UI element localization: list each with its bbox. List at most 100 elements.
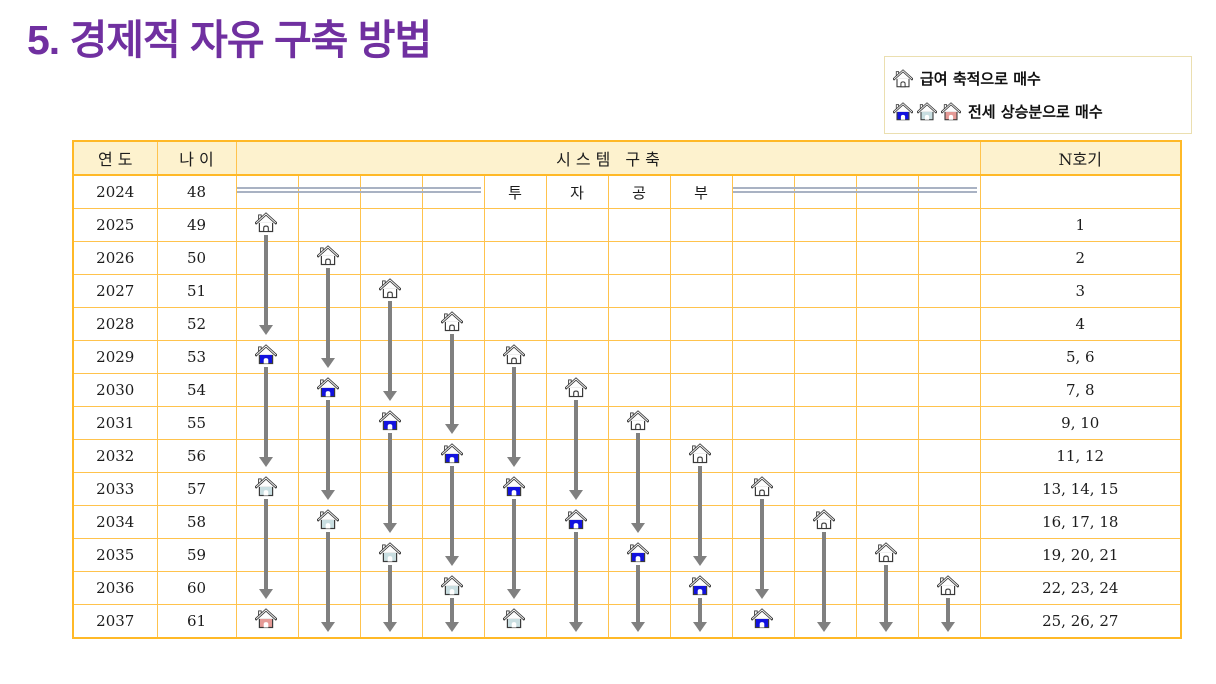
system-cell xyxy=(359,439,423,473)
system-cell xyxy=(359,505,423,539)
system-cell xyxy=(483,571,547,605)
system-cell xyxy=(235,274,299,308)
column-header-age: 나이 xyxy=(156,140,237,176)
system-cell xyxy=(235,340,299,374)
system-cell xyxy=(793,472,857,506)
legend: 급여 축적으로 매수 전세 상승분으로 매수 xyxy=(884,56,1192,134)
system-cell xyxy=(359,174,423,209)
age-cell: 56 xyxy=(156,439,237,473)
system-cell xyxy=(607,538,671,572)
plan-table: 연도 나이 시스템 구축 N호기 2024 48 투 자 공 부 2025 49 1 2026 50 2 202… xyxy=(72,140,1182,639)
study-letter-cell: 부 xyxy=(669,174,733,209)
system-cell xyxy=(545,538,609,572)
system-cell xyxy=(483,274,547,308)
system-cell xyxy=(793,571,857,605)
system-cell xyxy=(917,373,981,407)
system-cell xyxy=(359,274,423,308)
system-cell xyxy=(855,174,919,209)
system-cell xyxy=(235,439,299,473)
table-row-2028: 2028 52 4 xyxy=(72,307,1182,341)
system-cell xyxy=(731,505,795,539)
system-cell xyxy=(793,274,857,308)
system-cell xyxy=(545,373,609,407)
units-cell: 4 xyxy=(979,307,1182,341)
age-cell: 59 xyxy=(156,538,237,572)
study-letter-cell: 자 xyxy=(545,174,609,209)
age-cell: 60 xyxy=(156,571,237,605)
system-cell xyxy=(483,241,547,275)
system-cell xyxy=(421,439,485,473)
system-cell xyxy=(669,274,733,308)
system-cell xyxy=(669,307,733,341)
system-cell xyxy=(607,373,671,407)
study-letter-cell: 투 xyxy=(483,174,547,209)
system-cell xyxy=(669,208,733,242)
system-cell xyxy=(607,274,671,308)
system-cell xyxy=(731,472,795,506)
system-cell xyxy=(731,406,795,440)
system-cell xyxy=(421,373,485,407)
table-row-2034: 2034 58 16, 17, 18 xyxy=(72,505,1182,539)
age-cell: 58 xyxy=(156,505,237,539)
system-cell xyxy=(731,439,795,473)
system-cell xyxy=(669,373,733,407)
system-cell xyxy=(235,571,299,605)
table-row-2024: 2024 48 투 자 공 부 xyxy=(72,174,1182,209)
table-row-2032: 2032 56 11, 12 xyxy=(72,439,1182,473)
system-cell xyxy=(545,307,609,341)
system-cell xyxy=(297,439,361,473)
year-cell: 2032 xyxy=(72,439,158,473)
system-cell xyxy=(483,208,547,242)
system-cell xyxy=(359,472,423,506)
year-cell: 2033 xyxy=(72,472,158,506)
system-cell xyxy=(359,406,423,440)
system-cell xyxy=(545,208,609,242)
system-cell xyxy=(483,373,547,407)
house-icon-outline xyxy=(893,68,913,87)
year-cell: 2037 xyxy=(72,604,158,639)
age-cell: 50 xyxy=(156,241,237,275)
system-cell xyxy=(917,505,981,539)
table-row-2025: 2025 49 1 xyxy=(72,208,1182,242)
year-cell: 2031 xyxy=(72,406,158,440)
system-cell xyxy=(669,604,733,639)
system-cell xyxy=(669,340,733,374)
system-cell xyxy=(297,208,361,242)
units-cell: 1 xyxy=(979,208,1182,242)
system-cell xyxy=(793,538,857,572)
system-cell xyxy=(483,538,547,572)
units-cell: 16, 17, 18 xyxy=(979,505,1182,539)
system-cell xyxy=(793,340,857,374)
system-cell xyxy=(297,241,361,275)
system-cell xyxy=(483,307,547,341)
system-cell xyxy=(483,439,547,473)
header-row: 연도 나이 시스템 구축 N호기 xyxy=(72,140,1182,176)
system-cell xyxy=(793,505,857,539)
system-cell xyxy=(421,505,485,539)
system-cell xyxy=(235,538,299,572)
year-cell: 2024 xyxy=(72,174,158,209)
table-row-2037: 2037 61 25, 26, 27 xyxy=(72,604,1182,639)
system-cell xyxy=(421,208,485,242)
system-cell xyxy=(545,472,609,506)
system-cell xyxy=(855,604,919,639)
system-cell xyxy=(235,604,299,639)
legend-item-jeonse: 전세 상승분으로 매수 xyxy=(893,101,1183,122)
table-row-2026: 2026 50 2 xyxy=(72,241,1182,275)
table-row-2033: 2033 57 13, 14, 15 xyxy=(72,472,1182,506)
system-cell xyxy=(607,439,671,473)
system-cell xyxy=(793,439,857,473)
system-cell xyxy=(917,439,981,473)
system-cell xyxy=(607,241,671,275)
system-cell xyxy=(731,571,795,605)
age-cell: 55 xyxy=(156,406,237,440)
system-cell xyxy=(731,241,795,275)
system-cell xyxy=(607,505,671,539)
system-cell xyxy=(855,472,919,506)
system-cell xyxy=(545,406,609,440)
table-row-2031: 2031 55 9, 10 xyxy=(72,406,1182,440)
system-cell xyxy=(917,472,981,506)
year-cell: 2035 xyxy=(72,538,158,572)
system-cell xyxy=(731,538,795,572)
system-cell xyxy=(235,241,299,275)
